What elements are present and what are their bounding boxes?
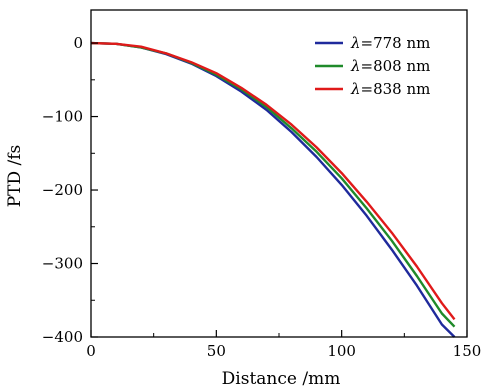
x-tick-label: 100 — [327, 342, 356, 360]
axes: 0 50 100 150 0 −100 −200 −300 −400 — [42, 9, 482, 360]
legend-label-1: λ=778 nm — [350, 34, 430, 52]
legend-label-3: λ=838 nm — [350, 80, 430, 98]
legend: λ=778 nm λ=808 nm λ=838 nm — [315, 34, 430, 98]
legend-label-2: λ=808 nm — [350, 57, 430, 75]
y-tick-label: −300 — [42, 255, 83, 273]
x-tick-label: 150 — [453, 342, 482, 360]
y-tick-label: 0 — [73, 34, 83, 52]
y-axis-label: PTD /fs — [5, 145, 25, 208]
x-axis-label: Distance /mm — [222, 369, 341, 389]
x-tick-label: 50 — [207, 342, 226, 360]
x-tick-label: 0 — [86, 342, 96, 360]
y-tick-label: −200 — [42, 181, 83, 199]
y-tick-label: −400 — [42, 328, 83, 346]
y-tick-label: −100 — [42, 108, 83, 126]
series-line-3 — [90, 41, 456, 321]
plot-area — [90, 41, 456, 338]
